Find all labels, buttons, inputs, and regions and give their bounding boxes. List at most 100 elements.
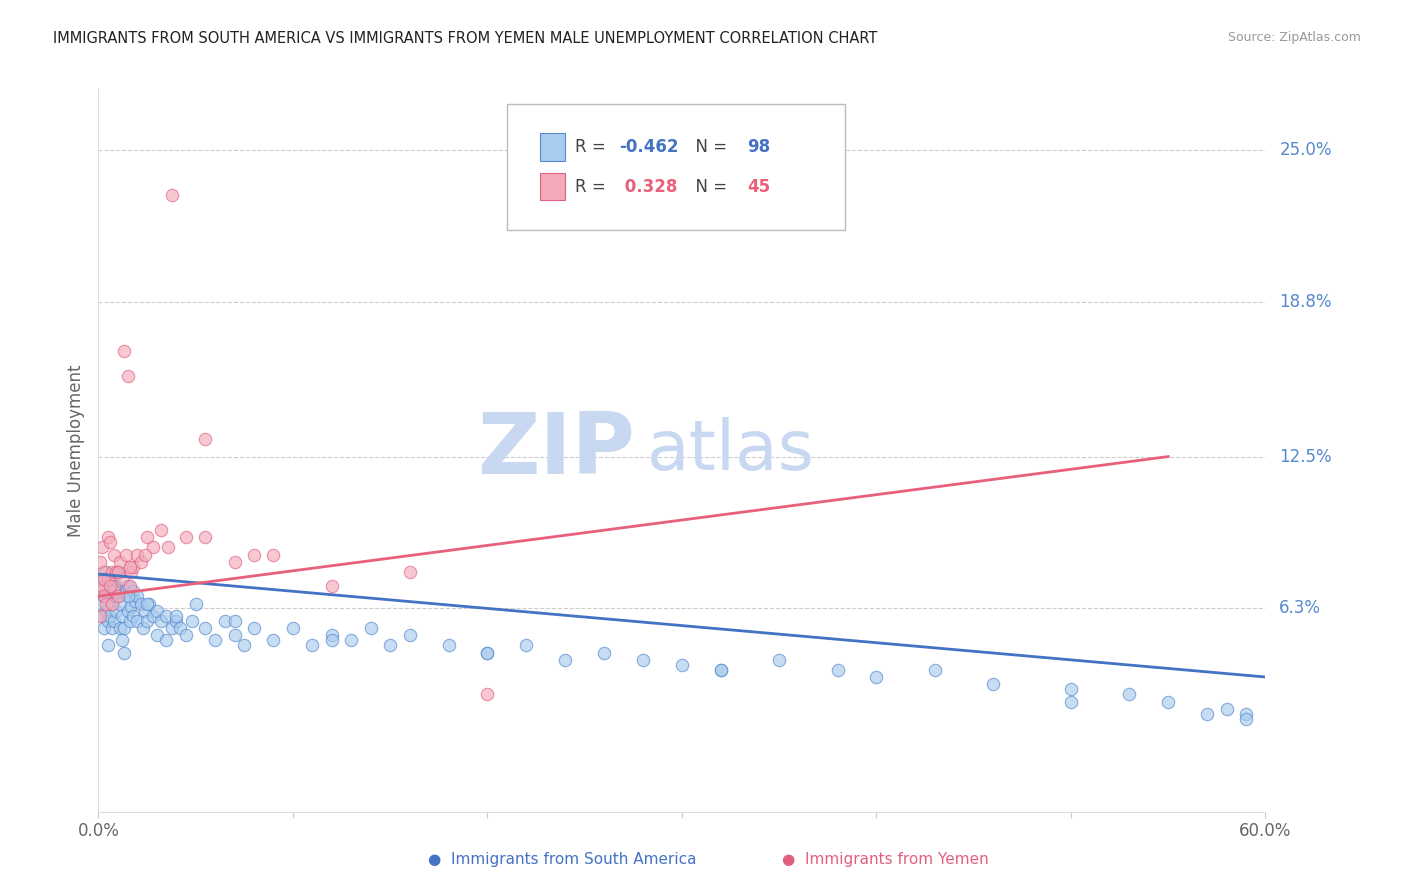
Point — [96, 604, 118, 618]
Point — [477, 646, 499, 660]
Point — [1060, 694, 1083, 708]
Text: N =: N = — [685, 178, 733, 195]
Point — [194, 433, 217, 447]
Point — [827, 663, 849, 677]
Point — [89, 608, 111, 623]
Point — [138, 597, 160, 611]
Point — [103, 614, 125, 628]
Point — [157, 540, 180, 554]
Point — [129, 555, 152, 569]
Point — [101, 621, 124, 635]
Point — [122, 559, 145, 574]
Text: R =: R = — [575, 138, 610, 156]
Text: ●  Immigrants from Yemen: ● Immigrants from Yemen — [782, 852, 990, 867]
Point — [174, 530, 197, 544]
Point — [515, 638, 537, 652]
Point — [1215, 702, 1237, 716]
Point — [114, 548, 136, 562]
Point — [96, 597, 118, 611]
Point — [89, 555, 111, 569]
Text: Source: ZipAtlas.com: Source: ZipAtlas.com — [1227, 31, 1361, 45]
Point — [321, 628, 343, 642]
Point — [184, 597, 207, 611]
Point — [710, 663, 733, 677]
Point — [398, 628, 420, 642]
Point — [118, 559, 141, 574]
Text: atlas: atlas — [647, 417, 814, 484]
Point — [671, 657, 693, 672]
Point — [89, 572, 111, 586]
Point — [134, 548, 156, 562]
FancyBboxPatch shape — [508, 103, 845, 230]
Y-axis label: Male Unemployment: Male Unemployment — [66, 364, 84, 537]
Point — [768, 653, 790, 667]
Point — [121, 565, 143, 579]
Point — [98, 584, 121, 599]
Point — [129, 597, 152, 611]
FancyBboxPatch shape — [540, 173, 565, 201]
Point — [710, 663, 733, 677]
Point — [124, 594, 146, 608]
Text: ZIP: ZIP — [478, 409, 636, 492]
Point — [93, 589, 115, 603]
Point — [321, 633, 343, 648]
Point — [1234, 706, 1257, 721]
Point — [142, 608, 165, 623]
Point — [117, 589, 139, 603]
Point — [108, 621, 131, 635]
Point — [136, 530, 159, 544]
Point — [281, 621, 304, 635]
Point — [155, 633, 177, 648]
Point — [865, 670, 887, 684]
Point — [243, 621, 266, 635]
Point — [104, 579, 127, 593]
Point — [122, 608, 145, 623]
Point — [97, 638, 120, 652]
Point — [117, 368, 139, 383]
Point — [91, 579, 114, 593]
Point — [103, 548, 125, 562]
Point — [118, 589, 141, 603]
Point — [98, 579, 121, 593]
Point — [98, 535, 121, 549]
Point — [262, 633, 284, 648]
Point — [127, 589, 149, 603]
Point — [224, 628, 246, 642]
Point — [91, 584, 114, 599]
Point — [103, 589, 125, 603]
Point — [437, 638, 460, 652]
Point — [97, 614, 120, 628]
Point — [93, 589, 115, 603]
Point — [112, 621, 135, 635]
Point — [89, 584, 111, 599]
Point — [301, 638, 323, 652]
Point — [107, 565, 129, 579]
Point — [93, 621, 115, 635]
Point — [360, 621, 382, 635]
Point — [96, 579, 118, 593]
Point — [107, 589, 129, 603]
Point — [97, 530, 120, 544]
Point — [127, 614, 149, 628]
Point — [149, 614, 172, 628]
Point — [380, 638, 402, 652]
Point — [224, 614, 246, 628]
Point — [108, 555, 131, 569]
Point — [981, 677, 1004, 691]
Text: N =: N = — [685, 138, 733, 156]
Text: ●  Immigrants from South America: ● Immigrants from South America — [429, 852, 696, 867]
Point — [114, 584, 136, 599]
Text: 45: 45 — [747, 178, 770, 195]
Point — [91, 540, 114, 554]
Point — [1060, 682, 1083, 697]
Point — [321, 579, 343, 593]
Point — [112, 646, 135, 660]
Point — [104, 565, 127, 579]
Point — [111, 572, 134, 586]
Point — [117, 579, 139, 593]
Text: 98: 98 — [747, 138, 770, 156]
Point — [165, 614, 187, 628]
Text: IMMIGRANTS FROM SOUTH AMERICA VS IMMIGRANTS FROM YEMEN MALE UNEMPLOYMENT CORRELA: IMMIGRANTS FROM SOUTH AMERICA VS IMMIGRA… — [53, 31, 877, 46]
Point — [112, 344, 135, 359]
Point — [398, 565, 420, 579]
